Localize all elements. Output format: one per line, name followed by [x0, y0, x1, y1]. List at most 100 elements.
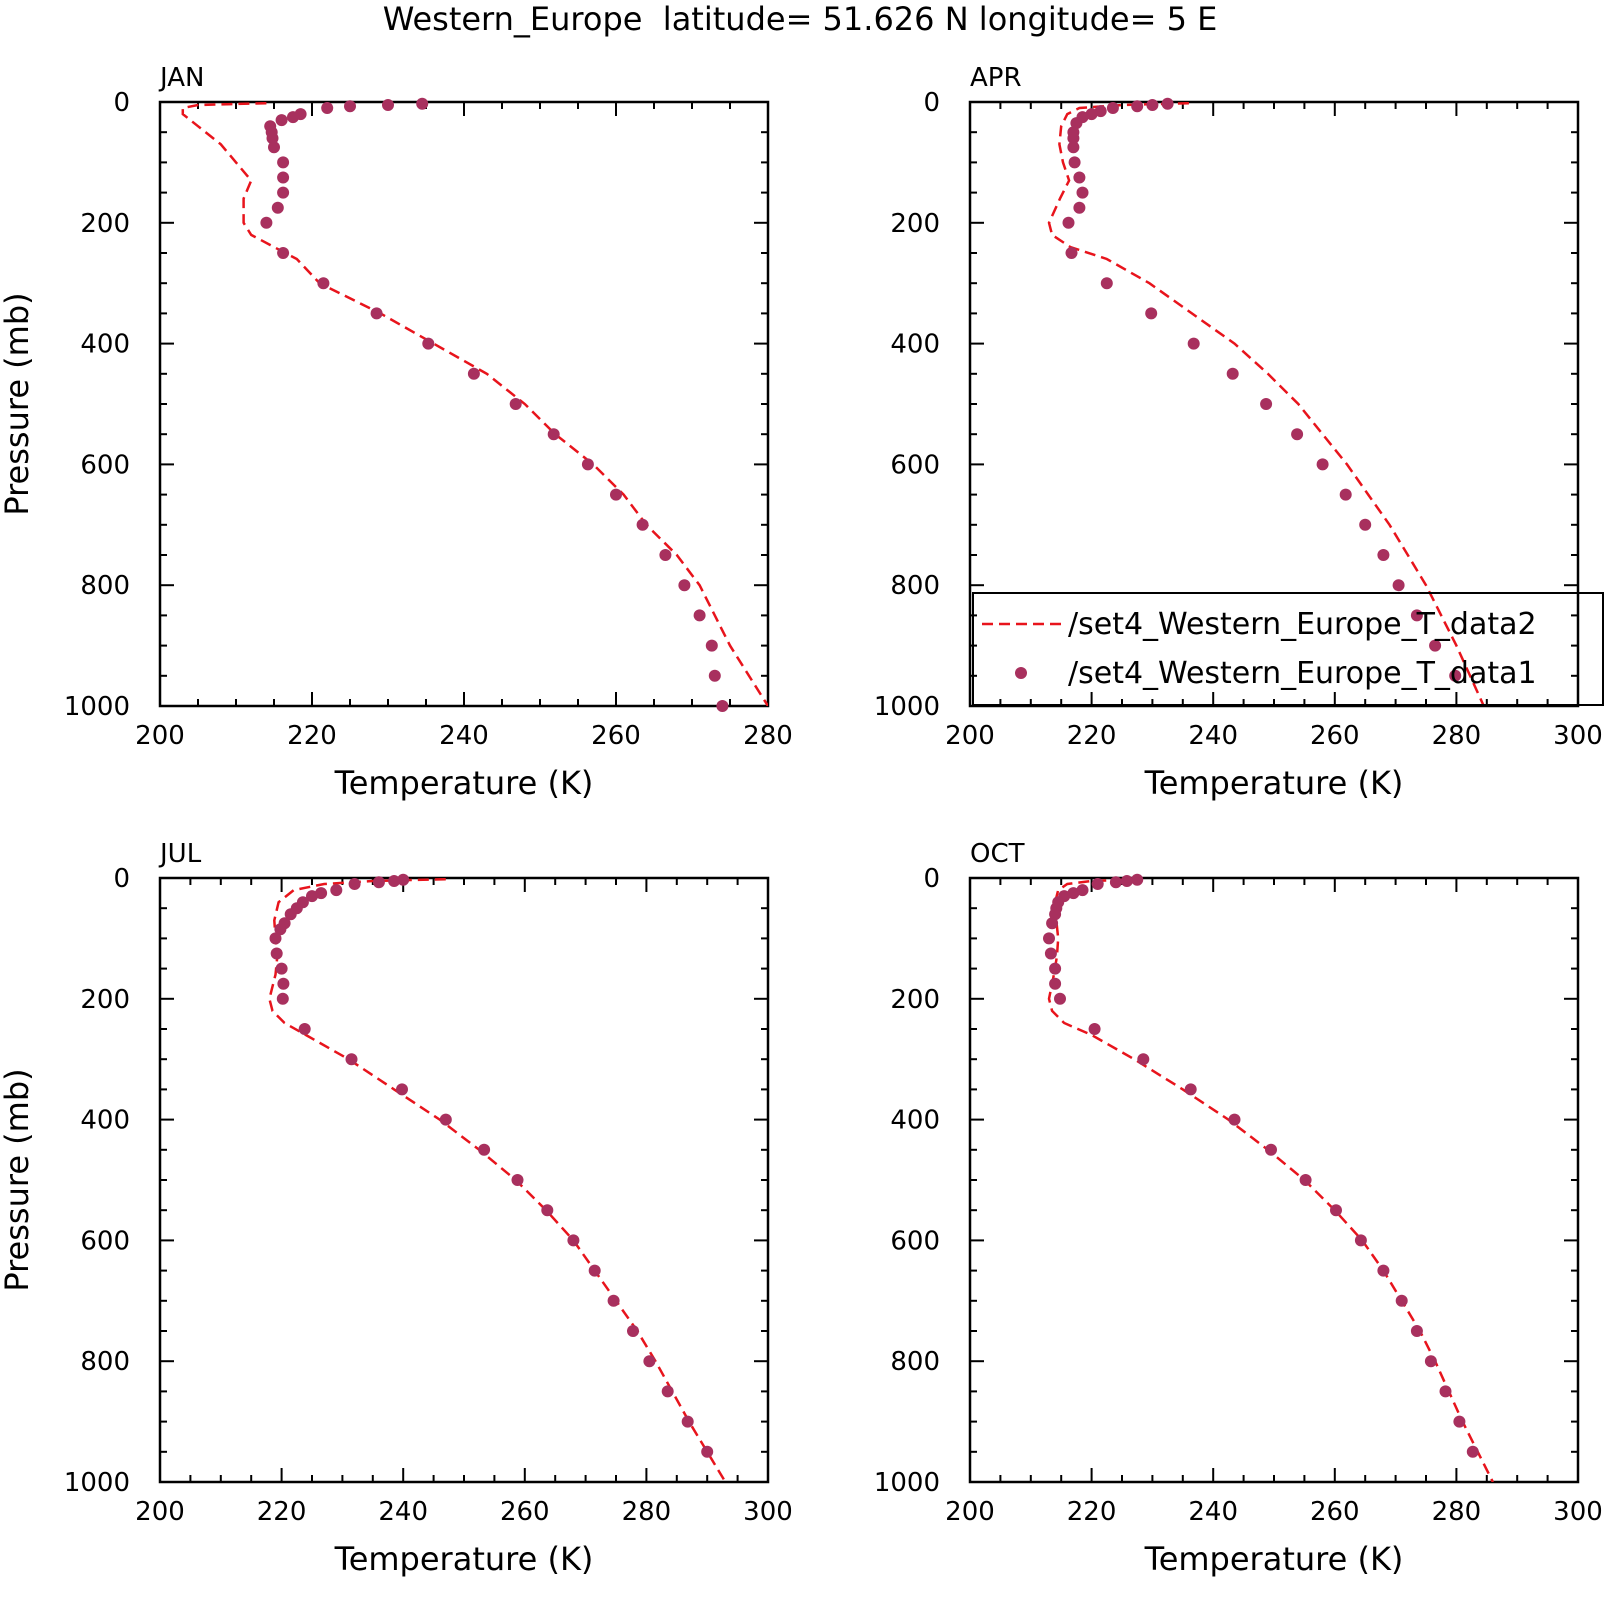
data-point: [1068, 156, 1081, 169]
data-point: [306, 890, 318, 903]
x-tick-label: 200: [945, 721, 995, 751]
data-point: [693, 609, 706, 622]
y-tick-label: 600: [890, 1226, 940, 1256]
data-point: [277, 156, 290, 169]
data-point: [705, 639, 718, 652]
data-point: [1088, 1023, 1101, 1035]
data-point: [1137, 1053, 1150, 1066]
x-tick-label: 200: [135, 721, 185, 751]
data-point: [1131, 873, 1144, 886]
legend: /set4_Western_Europe_T_data2/set4_Wester…: [972, 592, 1604, 706]
data-point: [1145, 307, 1158, 320]
x-tick-label: 280: [622, 1497, 672, 1527]
x-tick-label: 300: [1553, 721, 1603, 751]
data-point: [1043, 932, 1055, 945]
data-point: [1359, 518, 1372, 531]
data-point: [1100, 277, 1113, 290]
y-tick-label: 1000: [874, 1468, 940, 1498]
data-point: [1395, 1294, 1408, 1307]
y-tick-label: 600: [80, 1226, 130, 1256]
panel-label: JUL: [158, 839, 202, 869]
data-point: [370, 307, 383, 320]
data-point: [478, 1143, 491, 1156]
data-point: [610, 488, 622, 501]
data-point: [348, 878, 361, 890]
data-point: [298, 1023, 311, 1035]
data-point: [1187, 337, 1200, 350]
x-tick-label: 200: [945, 1497, 995, 1527]
data-point: [1065, 247, 1078, 259]
data-point: [344, 100, 356, 113]
y-tick-label: 0: [923, 88, 940, 118]
data-point: [1410, 1325, 1423, 1337]
data-point: [708, 669, 721, 682]
data-point: [1466, 1445, 1479, 1458]
data-point: [1106, 102, 1119, 114]
data-point: [372, 876, 385, 889]
x-tick-label: 240: [1188, 1497, 1238, 1527]
data-point: [1339, 488, 1352, 501]
series-line-data2: [1047, 102, 1485, 706]
chart-panel-oct: 200 220 240 260 280 300 0 200 400 600 800 1000 OCT Te…: [874, 839, 1603, 1578]
y-tick-label: 400: [80, 330, 130, 360]
data-point: [1354, 1234, 1367, 1247]
data-point: [1076, 186, 1089, 199]
data-point: [1146, 99, 1159, 111]
plot-frame: [158, 100, 770, 708]
data-point: [1184, 1083, 1197, 1096]
legend-label: /set4_Western_Europe_T_data2: [1068, 607, 1537, 642]
data-point: [397, 873, 410, 886]
data-point: [1131, 100, 1144, 113]
x-axis-label: Temperature (K): [1144, 1540, 1404, 1578]
y-tick-label: 1000: [64, 1468, 130, 1498]
chart-panel-jan: 200 220 240 260 280 0 200 400 600 800 1000 JAN Tempe…: [0, 63, 793, 802]
data-point: [1410, 609, 1423, 622]
data-point: [627, 1325, 639, 1337]
data-point: [1054, 992, 1066, 1005]
data-point: [467, 367, 480, 380]
data-point: [1260, 398, 1273, 410]
x-axis-label: Temperature (K): [334, 1540, 594, 1578]
y-tick-label: 600: [80, 450, 130, 480]
y-tick-label: 800: [80, 571, 130, 601]
data-point: [382, 99, 394, 111]
series-dots-data1: [1043, 873, 1479, 1458]
data-point: [1226, 367, 1239, 380]
data-point: [271, 201, 284, 214]
data-point: [681, 1415, 694, 1428]
y-tick-label: 0: [113, 864, 130, 894]
x-tick-label: 300: [743, 1497, 793, 1527]
data-point: [541, 1204, 554, 1217]
data-point: [716, 700, 729, 712]
data-point: [678, 579, 691, 592]
x-axis-label: Temperature (K): [334, 764, 594, 802]
data-point: [1067, 141, 1080, 154]
data-point: [511, 1174, 524, 1186]
x-tick-label: 220: [1067, 1497, 1117, 1527]
panel-label: APR: [970, 63, 1022, 93]
chart-panel-apr: 200 220 240 260 280 300 0 200 400 600 800 1000 APR Te…: [874, 63, 1603, 802]
y-tick-label: 200: [80, 209, 130, 239]
data-point: [1330, 1204, 1342, 1217]
data-point: [1070, 117, 1083, 130]
plot-frame: [968, 876, 1580, 1484]
data-point: [1049, 977, 1062, 990]
data-point: [581, 458, 594, 471]
data-point: [1265, 1143, 1277, 1156]
x-tick-label: 220: [257, 1497, 307, 1527]
data-point: [1120, 875, 1133, 887]
data-point: [1449, 669, 1462, 682]
x-tick-label: 300: [1553, 1497, 1603, 1527]
data-point: [422, 337, 435, 350]
data-point: [276, 992, 289, 1005]
y-tick-label: 400: [80, 1106, 130, 1136]
data-point: [1049, 908, 1062, 921]
data-point: [643, 1355, 656, 1368]
data-point: [659, 549, 672, 561]
data-point: [1453, 1415, 1466, 1428]
x-tick-label: 280: [1432, 1497, 1482, 1527]
series-line-data2: [181, 102, 768, 706]
data-point: [509, 398, 522, 410]
y-tick-label: 200: [890, 209, 940, 239]
x-tick-label: 260: [591, 721, 641, 751]
